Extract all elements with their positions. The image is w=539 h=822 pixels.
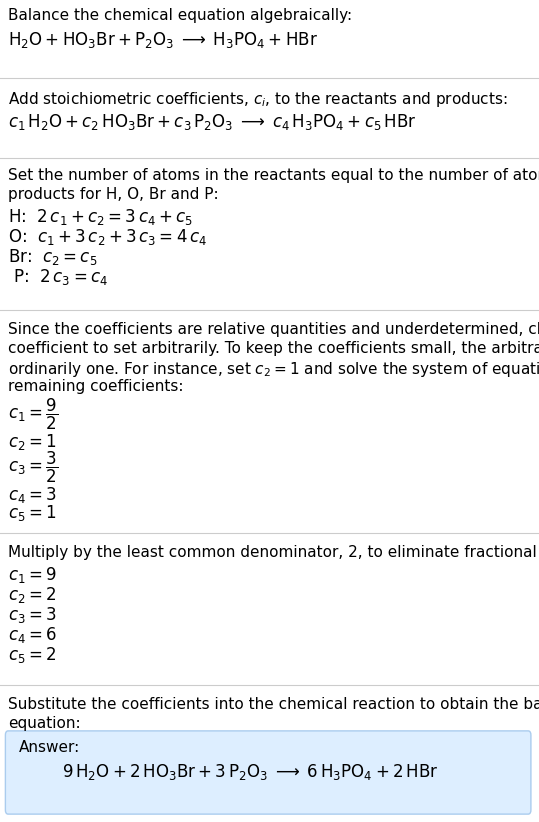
Text: O:  $c_1 + 3\,c_2 + 3\,c_3 = 4\,c_4$: O: $c_1 + 3\,c_2 + 3\,c_3 = 4\,c_4$: [8, 227, 208, 247]
Text: Br:  $c_2 = c_5$: Br: $c_2 = c_5$: [8, 247, 98, 267]
Text: equation:: equation:: [8, 716, 81, 731]
Text: $c_1 = \dfrac{9}{2}$: $c_1 = \dfrac{9}{2}$: [8, 397, 58, 432]
Text: P:  $2\,c_3 = c_4$: P: $2\,c_3 = c_4$: [8, 267, 108, 287]
Text: $c_2 = 2$: $c_2 = 2$: [8, 585, 57, 605]
Text: Balance the chemical equation algebraically:: Balance the chemical equation algebraica…: [8, 8, 352, 23]
Text: $c_1 = 9$: $c_1 = 9$: [8, 565, 57, 585]
Text: H:  $2\,c_1 + c_2 = 3\,c_4 + c_5$: H: $2\,c_1 + c_2 = 3\,c_4 + c_5$: [8, 207, 193, 227]
Text: products for H, O, Br and P:: products for H, O, Br and P:: [8, 187, 219, 202]
Text: ordinarily one. For instance, set $c_2 = 1$ and solve the system of equations fo: ordinarily one. For instance, set $c_2 =…: [8, 360, 539, 379]
Text: $\mathrm{H_2O + HO_3Br + P_2O_3 \;\longrightarrow\; H_3PO_4 + HBr}$: $\mathrm{H_2O + HO_3Br + P_2O_3 \;\longr…: [8, 30, 318, 50]
Text: $c_4 = 6$: $c_4 = 6$: [8, 625, 57, 645]
Text: Set the number of atoms in the reactants equal to the number of atoms in the: Set the number of atoms in the reactants…: [8, 168, 539, 183]
Text: $c_2 = 1$: $c_2 = 1$: [8, 432, 57, 452]
Text: $c_5 = 2$: $c_5 = 2$: [8, 645, 57, 665]
Text: $9\,\mathrm{H_2O} + 2\,\mathrm{HO_3Br} + 3\,\mathrm{P_2O_3} \;\longrightarrow\; : $9\,\mathrm{H_2O} + 2\,\mathrm{HO_3Br} +…: [62, 762, 438, 782]
Text: Answer:: Answer:: [19, 740, 80, 755]
FancyBboxPatch shape: [5, 731, 531, 814]
Text: $c_1\,\mathrm{H_2O} + c_2\,\mathrm{HO_3Br} + c_3\,\mathrm{P_2O_3} \;\longrightar: $c_1\,\mathrm{H_2O} + c_2\,\mathrm{HO_3B…: [8, 112, 417, 132]
Text: remaining coefficients:: remaining coefficients:: [8, 379, 184, 394]
Text: coefficient to set arbitrarily. To keep the coefficients small, the arbitrary va: coefficient to set arbitrarily. To keep …: [8, 341, 539, 356]
Text: Add stoichiometric coefficients, $c_i$, to the reactants and products:: Add stoichiometric coefficients, $c_i$, …: [8, 90, 508, 109]
Text: Multiply by the least common denominator, 2, to eliminate fractional coefficient: Multiply by the least common denominator…: [8, 545, 539, 560]
Text: Substitute the coefficients into the chemical reaction to obtain the balanced: Substitute the coefficients into the che…: [8, 697, 539, 712]
Text: $c_5 = 1$: $c_5 = 1$: [8, 503, 57, 523]
Text: $c_3 = 3$: $c_3 = 3$: [8, 605, 57, 625]
Text: $c_3 = \dfrac{3}{2}$: $c_3 = \dfrac{3}{2}$: [8, 450, 58, 485]
Text: $c_4 = 3$: $c_4 = 3$: [8, 485, 57, 505]
Text: Since the coefficients are relative quantities and underdetermined, choose a: Since the coefficients are relative quan…: [8, 322, 539, 337]
